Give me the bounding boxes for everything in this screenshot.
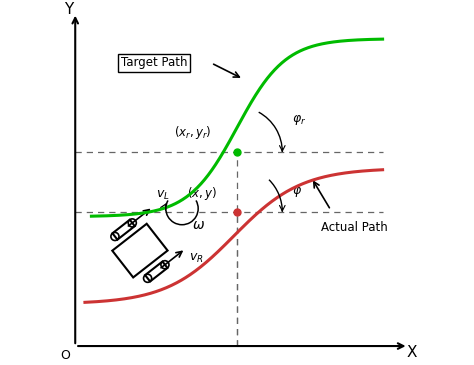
Text: $(x,y)$: $(x,y)$ xyxy=(187,185,218,202)
Text: O: O xyxy=(61,349,71,362)
Text: $\varphi$: $\varphi$ xyxy=(292,185,302,199)
Text: $v_L$: $v_L$ xyxy=(156,189,170,202)
Text: Y: Y xyxy=(64,2,73,17)
Text: $(x_r,y_r)$: $(x_r,y_r)$ xyxy=(173,124,211,141)
Text: $v_R$: $v_R$ xyxy=(189,252,203,265)
Text: Actual Path: Actual Path xyxy=(321,222,388,234)
Text: $\varphi_r$: $\varphi_r$ xyxy=(292,112,306,127)
Text: $\omega$: $\omega$ xyxy=(191,218,205,232)
Text: Target Path: Target Path xyxy=(120,57,187,69)
Text: X: X xyxy=(407,345,417,360)
